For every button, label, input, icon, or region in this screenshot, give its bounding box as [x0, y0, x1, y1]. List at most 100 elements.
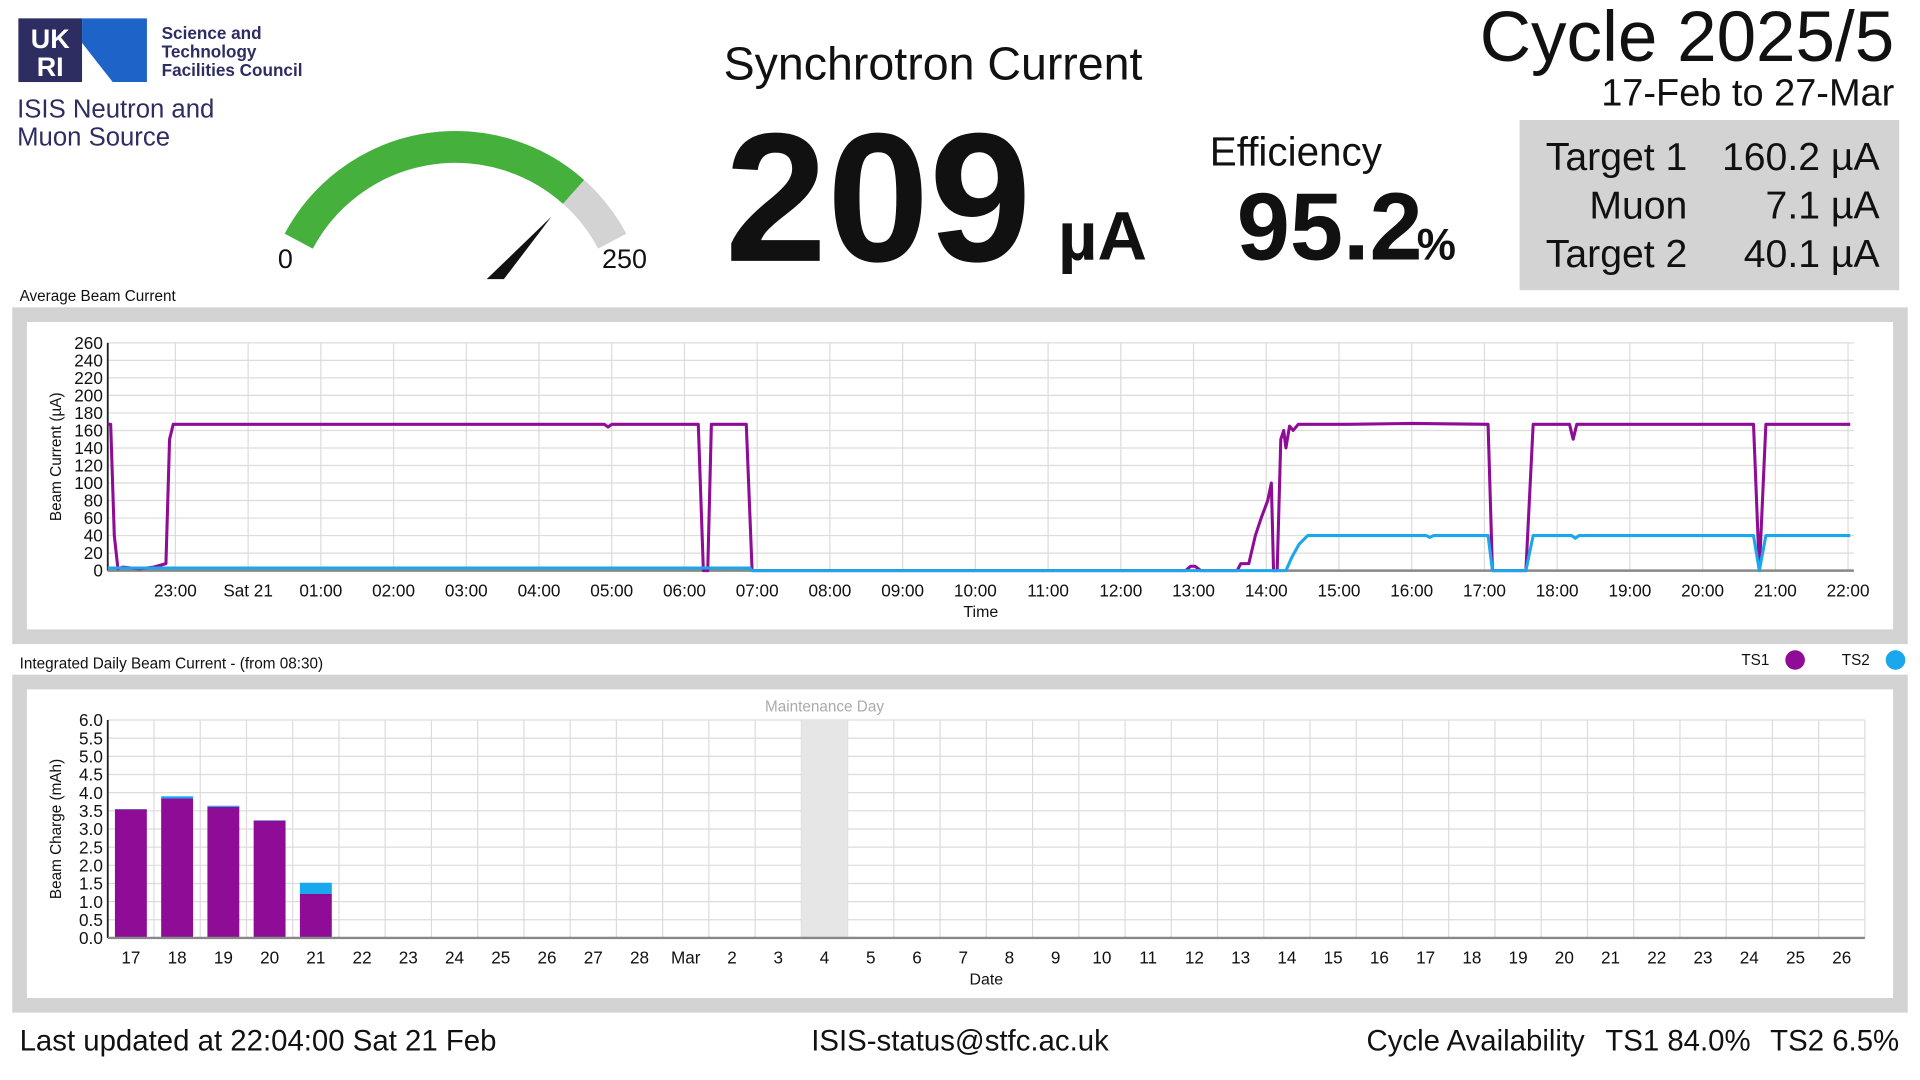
target-name: Muon	[1589, 185, 1687, 228]
gauge	[284, 131, 627, 280]
y-tick-label: 2.0	[79, 855, 103, 875]
y-tick-label: 3.5	[79, 801, 103, 821]
availability-label: Cycle Availability	[1367, 1025, 1586, 1058]
y-tick-label: 220	[74, 368, 103, 388]
bar-segment	[253, 820, 286, 938]
target-value: 160.2 µA	[1722, 136, 1880, 179]
x-tick-label: 6	[912, 948, 922, 968]
x-tick-label: 28	[630, 948, 649, 968]
x-axis-title: Date	[970, 971, 1004, 988]
y-tick-label: 120	[74, 456, 103, 476]
targets-table: Target 1 160.2 µA Muon 7.1 µA Target 2 40.1 µ…	[1546, 136, 1881, 276]
x-tick-label: 20	[260, 948, 279, 968]
x-tick-label: 12	[1185, 948, 1204, 968]
facility-name: ISIS Neutron and	[17, 96, 214, 124]
bar-segment	[114, 809, 147, 938]
x-tick-label: 09:00	[881, 580, 924, 600]
y-tick-label: 40	[84, 526, 103, 546]
x-tick-label: 23:00	[154, 580, 197, 600]
x-tick-label: 04:00	[518, 580, 561, 600]
logo-box	[18, 18, 83, 83]
cycle-title: Cycle 2025/5	[1480, 0, 1895, 77]
x-tick-label: 3	[773, 948, 783, 968]
x-tick-label: 14	[1277, 948, 1297, 968]
x-tick-label: Sat 21	[223, 580, 273, 600]
x-tick-label: 15:00	[1318, 580, 1361, 600]
x-tick-label: 11	[1139, 948, 1157, 968]
council-name: Technology	[162, 42, 257, 62]
chart-area	[26, 322, 1894, 630]
x-tick-label: 17	[1416, 948, 1435, 968]
x-tick-label: 24	[445, 948, 465, 968]
gauge-arc	[284, 131, 585, 249]
last-updated: Last updated at 22:04:00 Sat 21 Feb	[20, 1025, 497, 1058]
legend-label: TS2	[1842, 652, 1870, 669]
legend-marker	[1885, 650, 1906, 670]
x-tick-label: 02:00	[372, 580, 415, 600]
logo-shape	[82, 18, 147, 83]
x-tick-label: 22	[353, 948, 372, 968]
bar-segment	[161, 796, 194, 799]
email: ISIS-status@stfc.ac.uk	[811, 1025, 1109, 1058]
x-tick-label: 18	[168, 948, 187, 968]
x-tick-label: 11:00	[1027, 580, 1069, 600]
y-tick-label: 5.0	[79, 746, 103, 766]
y-tick-label: 4.5	[79, 765, 103, 785]
bar-segment	[207, 805, 240, 807]
x-tick-label: 26	[1832, 948, 1851, 968]
x-tick-label: 16	[1370, 948, 1389, 968]
x-tick-label: 9	[1051, 948, 1061, 968]
council-name: Facilities Council	[162, 60, 303, 80]
council-name: Science and	[162, 23, 262, 43]
y-tick-label: 0.0	[79, 928, 103, 948]
x-tick-label: 10	[1092, 948, 1111, 968]
availability-ts2: TS2 6.5%	[1770, 1025, 1899, 1058]
y-tick-label: 200	[74, 386, 103, 406]
y-tick-label: 160	[74, 421, 103, 441]
y-tick-label: 2.5	[79, 837, 103, 857]
facility-name: Muon Source	[17, 124, 170, 152]
gauge-min: 0	[278, 244, 293, 274]
x-tick-label: 10:00	[954, 580, 997, 600]
annotation-band	[801, 720, 848, 938]
x-tick-label: 22:00	[1827, 580, 1870, 600]
current-title: Synchrotron Current	[724, 38, 1143, 90]
x-tick-label: 08:00	[808, 580, 851, 600]
efficiency-unit: %	[1417, 221, 1456, 270]
x-tick-label: 20	[1555, 948, 1574, 968]
y-tick-label: 1.5	[79, 874, 103, 894]
y-tick-label: 180	[74, 403, 103, 423]
target-value: 7.1 µA	[1766, 185, 1881, 228]
logo-text: RI	[37, 52, 64, 82]
bar-segment	[207, 806, 240, 938]
x-tick-label: 7	[958, 948, 968, 968]
chart-title: Integrated Daily Beam Current - (from 08…	[20, 656, 324, 673]
x-tick-label: 17:00	[1463, 580, 1506, 600]
series-line	[107, 534, 1851, 573]
targets-box	[1519, 120, 1900, 291]
x-tick-label: 26	[538, 948, 557, 968]
bar-segment	[299, 894, 332, 938]
x-tick-label: 23	[1694, 948, 1713, 968]
x-tick-label: 19	[214, 948, 233, 968]
y-tick-label: 100	[74, 473, 103, 493]
availability-ts1: TS1 84.0%	[1605, 1025, 1750, 1058]
gauge-needle	[486, 216, 552, 280]
x-tick-label: 25	[491, 948, 510, 968]
chart-title: Average Beam Current	[20, 288, 177, 305]
x-tick-label: 21	[306, 948, 325, 968]
x-tick-label: 12:00	[1099, 580, 1142, 600]
y-axis-title: Beam Charge (mAh)	[48, 759, 65, 899]
bar-segment	[299, 882, 332, 895]
legend-marker	[1785, 650, 1805, 670]
x-tick-label: 19	[1509, 948, 1528, 968]
current-value: 209	[725, 95, 1031, 300]
gauge-max: 250	[602, 244, 647, 274]
annotation-text: Maintenance Day	[765, 698, 884, 715]
y-tick-label: 140	[74, 438, 103, 458]
x-tick-label: 20:00	[1681, 580, 1724, 600]
y-tick-label: 80	[84, 491, 103, 511]
y-axis-title: Beam Current (µA)	[48, 392, 65, 521]
